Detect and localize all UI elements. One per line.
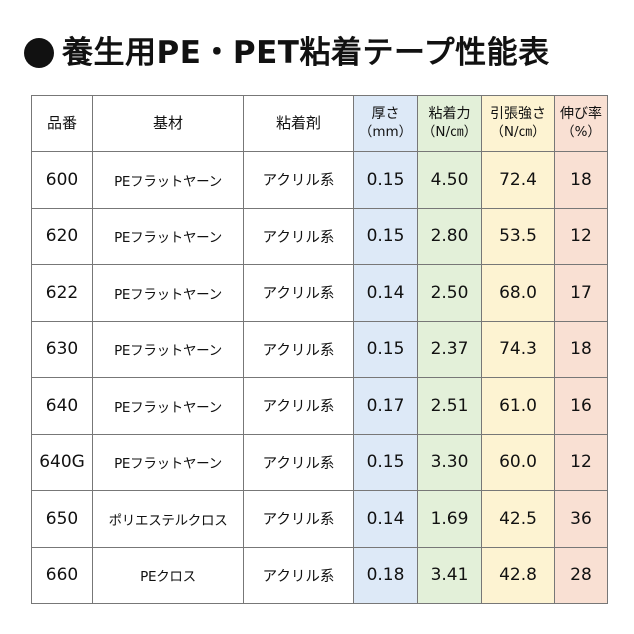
cell-thickness: 0.15 <box>353 151 418 209</box>
cell-adhesive: アクリル系 <box>243 264 354 322</box>
cell-base: PEフラットヤーン <box>92 151 244 209</box>
cell-adhesion: 4.50 <box>417 151 482 209</box>
cell-thickness: 0.18 <box>353 546 418 604</box>
table-row: 660 PEクロス アクリル系 0.18 3.41 42.8 28 <box>31 546 608 604</box>
page-title-area: 養生用PE・PET粘着テープ性能表 <box>24 28 550 78</box>
cell-thickness: 0.15 <box>353 207 418 265</box>
cell-adhesive: アクリル系 <box>243 546 354 604</box>
header-tensile-unit: （N/㎝） <box>490 123 546 140</box>
cell-product: 640 <box>31 377 93 435</box>
header-tensile-label: 引張強さ <box>490 106 546 123</box>
cell-base: PEクロス <box>92 546 244 604</box>
cell-adhesion: 2.51 <box>417 377 482 435</box>
cell-base: PEフラットヤーン <box>92 377 244 435</box>
cell-product: 650 <box>31 490 93 548</box>
cell-thickness: 0.15 <box>353 433 418 491</box>
cell-adhesive: アクリル系 <box>243 433 354 491</box>
cell-elongation: 18 <box>554 320 608 378</box>
cell-tensile: 53.5 <box>481 207 555 265</box>
table-row: 650 ポリエステルクロス アクリル系 0.14 1.69 42.5 36 <box>31 490 608 548</box>
cell-product: 600 <box>31 151 93 209</box>
cell-tensile: 42.5 <box>481 490 555 548</box>
cell-base: PEフラットヤーン <box>92 320 244 378</box>
header-tensile: 引張強さ （N/㎝） <box>481 95 555 152</box>
table-row: 640G PEフラットヤーン アクリル系 0.15 3.30 60.0 12 <box>31 433 608 491</box>
table-row: 640 PEフラットヤーン アクリル系 0.17 2.51 61.0 16 <box>31 377 608 435</box>
header-elongation-unit: （%） <box>561 123 601 140</box>
cell-adhesive: アクリル系 <box>243 320 354 378</box>
cell-tensile: 42.8 <box>481 546 555 604</box>
header-adhesive: 粘着剤 <box>243 95 354 152</box>
cell-adhesion: 2.50 <box>417 264 482 322</box>
cell-tensile: 68.0 <box>481 264 555 322</box>
header-thickness: 厚さ （mm） <box>353 95 418 152</box>
cell-tensile: 61.0 <box>481 377 555 435</box>
cell-thickness: 0.17 <box>353 377 418 435</box>
table-row: 622 PEフラットヤーン アクリル系 0.14 2.50 68.0 17 <box>31 264 608 322</box>
cell-tensile: 74.3 <box>481 320 555 378</box>
header-product: 品番 <box>31 95 93 152</box>
cell-adhesion: 1.69 <box>417 490 482 548</box>
cell-thickness: 0.15 <box>353 320 418 378</box>
spec-table: 品番 基材 粘着剤 厚さ （mm） 粘着力 （N/㎝） 引張強さ （N/㎝） 伸… <box>31 95 608 604</box>
cell-adhesion: 3.41 <box>417 546 482 604</box>
cell-adhesive: アクリル系 <box>243 377 354 435</box>
cell-tensile: 72.4 <box>481 151 555 209</box>
cell-base: PEフラットヤーン <box>92 433 244 491</box>
cell-thickness: 0.14 <box>353 264 418 322</box>
cell-tensile: 60.0 <box>481 433 555 491</box>
header-elongation: 伸び率 （%） <box>554 95 608 152</box>
cell-elongation: 18 <box>554 151 608 209</box>
header-adhesion-unit: （N/㎝） <box>421 123 478 140</box>
cell-elongation: 17 <box>554 264 608 322</box>
cell-elongation: 36 <box>554 490 608 548</box>
header-thickness-label: 厚さ <box>371 106 400 123</box>
cell-product: 660 <box>31 546 93 604</box>
cell-base: ポリエステルクロス <box>92 490 244 548</box>
header-elongation-label: 伸び率 <box>560 106 602 123</box>
table-body: 600 PEフラットヤーン アクリル系 0.15 4.50 72.4 18 62… <box>31 151 608 604</box>
cell-adhesion: 2.80 <box>417 207 482 265</box>
cell-elongation: 12 <box>554 207 608 265</box>
header-base: 基材 <box>92 95 244 152</box>
page-title: 養生用PE・PET粘着テープ性能表 <box>62 34 550 71</box>
cell-adhesive: アクリル系 <box>243 490 354 548</box>
cell-adhesion: 3.30 <box>417 433 482 491</box>
header-thickness-unit: （mm） <box>358 123 413 140</box>
cell-adhesive: アクリル系 <box>243 151 354 209</box>
cell-thickness: 0.14 <box>353 490 418 548</box>
cell-adhesive: アクリル系 <box>243 207 354 265</box>
cell-adhesion: 2.37 <box>417 320 482 378</box>
cell-elongation: 28 <box>554 546 608 604</box>
cell-product: 640G <box>31 433 93 491</box>
header-adhesion-label: 粘着力 <box>428 106 471 123</box>
header-row: 品番 基材 粘着剤 厚さ （mm） 粘着力 （N/㎝） 引張強さ （N/㎝） 伸… <box>31 95 608 152</box>
cell-elongation: 12 <box>554 433 608 491</box>
title-bullet-icon <box>24 38 54 68</box>
table-row: 620 PEフラットヤーン アクリル系 0.15 2.80 53.5 12 <box>31 207 608 265</box>
table-header: 品番 基材 粘着剤 厚さ （mm） 粘着力 （N/㎝） 引張強さ （N/㎝） 伸… <box>31 95 608 152</box>
cell-product: 622 <box>31 264 93 322</box>
table-row: 600 PEフラットヤーン アクリル系 0.15 4.50 72.4 18 <box>31 151 608 209</box>
cell-product: 630 <box>31 320 93 378</box>
cell-base: PEフラットヤーン <box>92 264 244 322</box>
cell-product: 620 <box>31 207 93 265</box>
cell-elongation: 16 <box>554 377 608 435</box>
cell-base: PEフラットヤーン <box>92 207 244 265</box>
table-row: 630 PEフラットヤーン アクリル系 0.15 2.37 74.3 18 <box>31 320 608 378</box>
header-adhesion: 粘着力 （N/㎝） <box>417 95 482 152</box>
